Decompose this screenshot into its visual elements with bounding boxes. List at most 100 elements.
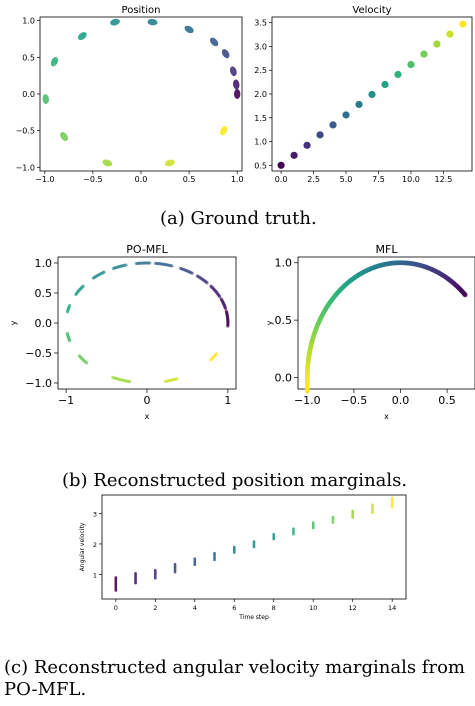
- gt-velocity-ytick-label: 2.0: [254, 90, 267, 99]
- gt-position-ytick-label: 0.5: [22, 53, 35, 62]
- po-mfl-xtick-label: −1: [58, 394, 74, 407]
- angular-velocity-xtick-label: 2: [153, 604, 157, 612]
- angular-velocity-xtick-label: 4: [193, 604, 197, 612]
- gt-position-point: [221, 49, 230, 59]
- gt-position-ytick-label: 1.0: [22, 17, 35, 26]
- po-mfl-ytick-label: 1.0: [35, 257, 53, 270]
- po-mfl-ytick-label: −0.5: [25, 347, 52, 360]
- po-mfl-point: [195, 274, 199, 278]
- po-mfl-point: [219, 297, 223, 301]
- mfl-xlabel: x: [384, 412, 389, 421]
- gt-velocity-point: [316, 131, 324, 139]
- angular-velocity-ytick-label: 1: [93, 572, 97, 580]
- po-mfl-title: PO-MFL: [126, 243, 168, 256]
- mfl-frame: [297, 256, 475, 390]
- gt-velocity-point: [407, 60, 415, 69]
- po-mfl-ylabel: y: [9, 320, 18, 325]
- gt-velocity-point: [355, 100, 363, 109]
- gt-position-xtick-label: 0.0: [135, 175, 148, 184]
- gt-position-point: [229, 66, 237, 77]
- caption-c: (c) Reconstructed angular velocity margi…: [4, 657, 465, 700]
- gt-position-point: [147, 18, 158, 26]
- gt-velocity-point: [277, 161, 285, 169]
- po-mfl-point: [128, 380, 132, 384]
- po-mfl-point: [65, 310, 70, 314]
- gt-position-point: [184, 25, 194, 34]
- angular-velocity-ylabel: Angular velocity: [79, 522, 86, 571]
- gt-position-point: [219, 126, 228, 136]
- po-mfl-point: [209, 284, 213, 288]
- gt-velocity-xtick-label: 0.0: [275, 175, 288, 184]
- gt-velocity-xtick-label: 10.0: [402, 175, 420, 184]
- po-mfl-xlabel: x: [145, 412, 150, 421]
- plot-ground-truth-velocity: 0.0 2.5 5.0 7.5 10.0 12.5 0.5 1.0 1.5 2.0 2.5 3.0 3.…: [254, 5, 473, 184]
- plot-po-mfl-position: −1 0 1 1.0 0.5 0.0 −0.5 −1.0 PO-MFL x y: [9, 243, 237, 421]
- po-mfl-point: [91, 276, 95, 280]
- plot-mfl-position: −1.0 −0.5 0.0 0.5 1.0 0.5 0.0 MFL x y: [265, 243, 475, 421]
- po-mfl-point: [85, 361, 89, 365]
- gt-velocity-point: [381, 80, 389, 89]
- angular-velocity-xtick-label: 12: [349, 604, 357, 612]
- gt-velocity-point: [290, 151, 298, 159]
- po-mfl-xtick-label: 1: [224, 394, 231, 407]
- gt-velocity-point: [329, 121, 337, 129]
- gt-position-ytick-label: 0.0: [22, 90, 35, 99]
- plot-ground-truth-position: −1.0 −0.5 0.0 0.5 1.0 −1.0 −0.5 0.0 0.5 1.0 Positi…: [16, 5, 244, 184]
- gt-velocity-point: [303, 141, 311, 149]
- gt-velocity-title: Velocity: [352, 5, 391, 16]
- gt-velocity-ytick-label: 1.0: [254, 138, 267, 147]
- angular-velocity-xtick-label: 14: [388, 604, 396, 612]
- gt-position-point: [209, 37, 219, 47]
- mfl-xtick-label: −0.5: [341, 394, 368, 407]
- angular-velocity-ytick-label: 3: [93, 510, 97, 518]
- mfl-title: MFL: [376, 243, 399, 256]
- gt-position-point: [110, 18, 120, 26]
- gt-position-point: [232, 79, 240, 90]
- gt-velocity-ytick-label: 3.0: [254, 42, 267, 51]
- po-mfl-point: [74, 292, 78, 297]
- mfl-xtick-label: 0.5: [438, 394, 456, 407]
- po-mfl-point: [134, 261, 138, 266]
- gt-velocity-point: [394, 70, 402, 79]
- mfl-ytick-label: 0.0: [275, 372, 293, 385]
- gt-position-point: [77, 32, 87, 41]
- mfl-xtick-label: 0.0: [392, 394, 410, 407]
- gt-velocity-xtick-label: 7.5: [372, 175, 385, 184]
- gt-position-point: [42, 94, 49, 105]
- gt-position-xtick-label: −0.5: [83, 175, 102, 184]
- gt-velocity-xtick-label: 12.5: [435, 175, 453, 184]
- po-mfl-point: [178, 266, 183, 270]
- angular-velocity-xtick-label: 8: [272, 604, 276, 612]
- gt-position-title: Position: [122, 5, 161, 16]
- gt-velocity-ytick-label: 0.5: [254, 161, 267, 170]
- gt-position-xtick-label: 1.0: [231, 175, 244, 184]
- po-mfl-point: [175, 377, 179, 381]
- angular-velocity-frame: [101, 494, 407, 600]
- gt-velocity-point: [446, 30, 454, 38]
- gt-velocity-ytick-label: 2.5: [254, 66, 267, 75]
- angular-velocity-xtick-label: 10: [309, 604, 317, 612]
- gt-position-xtick-label: 0.5: [183, 175, 196, 184]
- angular-velocity-xtick-label: 0: [114, 604, 118, 612]
- gt-velocity-point: [342, 111, 350, 119]
- caption-b: (b) Reconstructed position marginals.: [62, 470, 408, 491]
- po-mfl-point: [214, 352, 219, 356]
- gt-position-ytick-label: −1.0: [16, 163, 35, 172]
- mfl-point: [304, 388, 310, 394]
- gt-position-point: [50, 57, 59, 67]
- mfl-ytick-label: 1.0: [275, 257, 293, 270]
- gt-velocity-ytick-label: 3.5: [254, 19, 267, 28]
- po-mfl-point: [68, 339, 72, 343]
- gt-velocity-xtick-label: 5.0: [340, 175, 353, 184]
- po-mfl-ytick-label: 0.0: [35, 317, 53, 330]
- angular-velocity-xtick-label: 6: [232, 604, 236, 612]
- po-mfl-ytick-label: 0.5: [35, 287, 53, 300]
- mfl-ytick-label: 0.5: [275, 314, 293, 327]
- po-mfl-frame: [57, 256, 237, 390]
- gt-velocity-point: [433, 40, 441, 48]
- angular-velocity-ytick-label: 2: [93, 541, 97, 549]
- po-mfl-point: [153, 261, 158, 265]
- gt-position-point: [233, 89, 241, 99]
